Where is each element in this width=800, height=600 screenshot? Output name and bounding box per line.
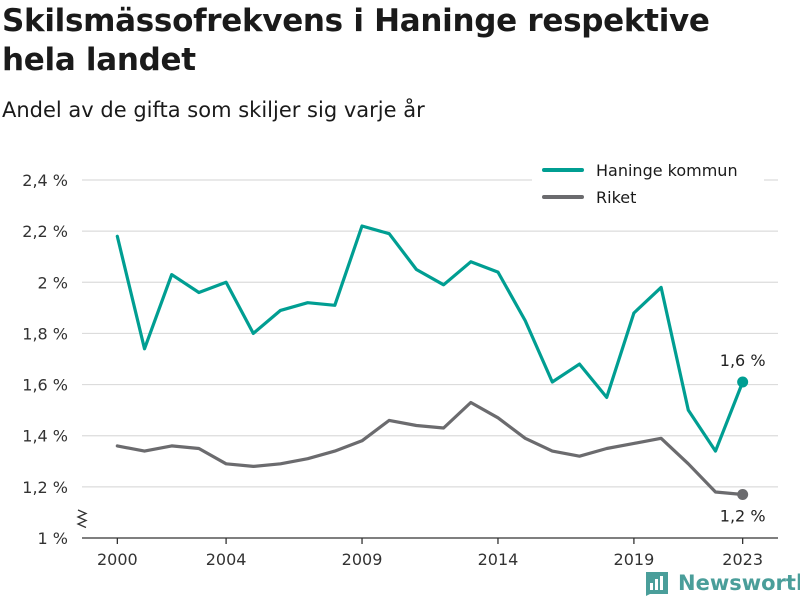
y-tick-label: 2 % xyxy=(38,273,68,292)
y-tick-label: 2,4 % xyxy=(22,171,68,190)
end-value-label: 1,6 % xyxy=(720,351,766,370)
end-annotations: 1,6 % 1,2 % xyxy=(720,351,766,526)
y-tick-label: 2,2 % xyxy=(22,222,68,241)
series-line-haninge xyxy=(115,224,745,453)
chart-subtitle: Andel av de gifta som skiljer sig varje … xyxy=(2,98,425,122)
series-lines xyxy=(115,224,749,501)
series-line-riket xyxy=(115,400,745,497)
legend-label: Riket xyxy=(596,188,636,207)
y-tick-label: 1,8 % xyxy=(22,324,68,343)
y-tick-label: 1 % xyxy=(38,529,68,548)
brand-name: Newsworthy xyxy=(678,571,800,595)
y-tick-label: 1,4 % xyxy=(22,427,68,446)
y-tick-label: 1,6 % xyxy=(22,376,68,395)
chart-title: Skilsmässofrekvens i Haninge respektive … xyxy=(2,3,710,78)
series-end-point xyxy=(737,489,749,501)
end-value-label: 1,2 % xyxy=(720,507,766,526)
axes: 1 % 1,2 % 1,4 % 1,6 % 1,8 % 2 % 2,2 % 2,4 % 2000… xyxy=(22,171,778,569)
x-tick-label: 2000 xyxy=(97,550,138,569)
gridlines xyxy=(82,179,778,488)
y-tick-label: 1,2 % xyxy=(22,478,68,497)
brand-logo: Newsworthy xyxy=(644,569,800,597)
newsworthy-logo-icon xyxy=(646,572,668,596)
x-tick-label: 2023 xyxy=(722,550,763,569)
x-tick-label: 2004 xyxy=(206,550,247,569)
series-end-point xyxy=(737,376,749,388)
axis-break-icon xyxy=(76,509,88,529)
x-tick-label: 2014 xyxy=(478,550,519,569)
x-tick-label: 2019 xyxy=(614,550,655,569)
legend: Haninge kommun Riket xyxy=(532,156,764,212)
legend-label: Haninge kommun xyxy=(596,161,738,180)
legend-background xyxy=(532,156,764,212)
x-tick-label: 2009 xyxy=(342,550,383,569)
